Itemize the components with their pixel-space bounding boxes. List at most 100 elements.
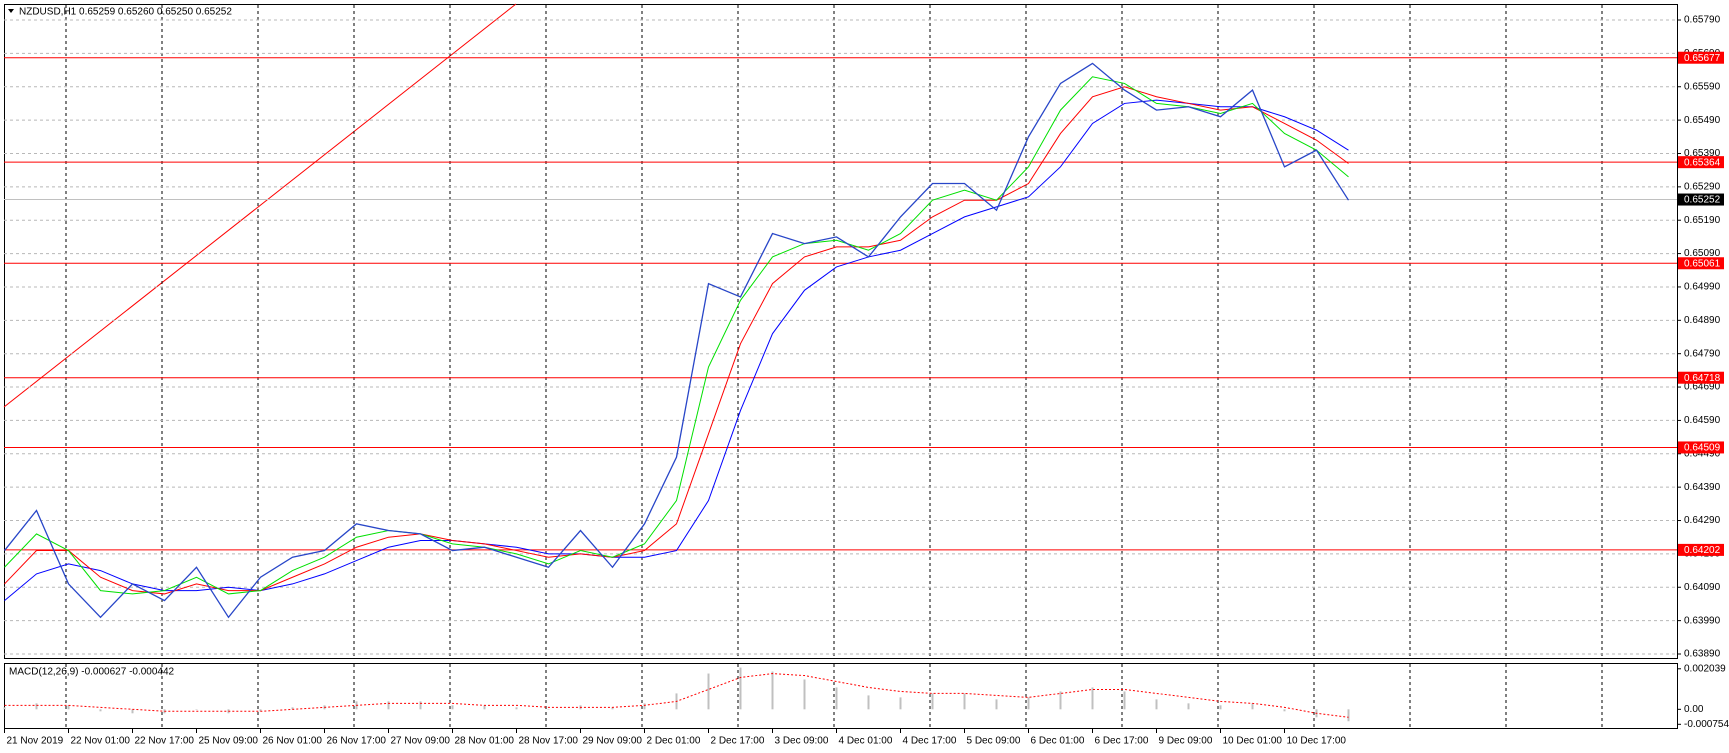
- x-tick-label: 25 Nov 09:00: [199, 736, 259, 747]
- y-tick-label: 0.65590: [1684, 81, 1721, 92]
- macd-bar: [739, 667, 742, 710]
- level-label: 0.65364: [1684, 157, 1721, 168]
- macd-bar: [131, 709, 134, 714]
- macd-bar: [419, 701, 422, 710]
- x-tick-label: 10 Dec 01:00: [1223, 736, 1283, 747]
- macd-bar: [195, 709, 198, 710]
- macd-bar: [1283, 709, 1286, 712]
- moving-average: [4, 86, 1349, 595]
- macd-bar: [707, 673, 710, 710]
- y-tick-label: 0.65790: [1684, 15, 1721, 26]
- level-label-box: [1678, 51, 1724, 64]
- y-tick-label: 0.64890: [1684, 315, 1721, 326]
- macd-frame: [4, 663, 1678, 729]
- macd-bar: [67, 705, 70, 710]
- y-tick-label: 0.65490: [1684, 115, 1721, 126]
- level-label: 0.65061: [1684, 258, 1721, 269]
- macd-bar: [387, 701, 390, 710]
- y-tick-label: 0.64290: [1684, 515, 1721, 526]
- chart-title: NZDUSD,H1 0.65259 0.65260 0.65250 0.6525…: [19, 7, 232, 18]
- macd-bar: [867, 695, 870, 710]
- x-tick-label: 28 Nov 01:00: [455, 736, 515, 747]
- macd-bar: [771, 671, 774, 710]
- x-tick-label: 22 Nov 01:00: [71, 736, 131, 747]
- menu-arrow: [8, 9, 14, 13]
- current-price-label: 0.65252: [1684, 195, 1721, 206]
- y-tick-label: 0.65090: [1684, 248, 1721, 259]
- x-tick-label: 21 Nov 2019: [7, 736, 64, 747]
- macd-bar: [1091, 687, 1094, 710]
- x-tick-label: 29 Nov 09:00: [583, 736, 643, 747]
- x-tick-label: 22 Nov 17:00: [135, 736, 195, 747]
- level-label-box: [1678, 543, 1724, 556]
- level-label: 0.64509: [1684, 443, 1721, 454]
- level-label: 0.64718: [1684, 373, 1721, 384]
- macd-bar: [963, 693, 966, 710]
- x-tick-label: 2 Dec 17:00: [711, 736, 765, 747]
- macd-bar: [259, 709, 262, 712]
- main-frame: [4, 4, 1678, 659]
- y-tick-label: 0.63990: [1684, 615, 1721, 626]
- level-label-box: [1678, 371, 1724, 384]
- macd-bar: [1187, 703, 1190, 710]
- x-tick-label: 5 Dec 09:00: [967, 736, 1021, 747]
- y-tick-label: -0.000754: [1684, 719, 1729, 730]
- macd-bar: [99, 709, 102, 712]
- macd-bar: [1155, 699, 1158, 710]
- x-tick-label: 6 Dec 17:00: [1095, 736, 1149, 747]
- y-tick-label: 0.64790: [1684, 348, 1721, 359]
- y-tick-label: 0.63890: [1684, 649, 1721, 660]
- y-tick-label: 0.64490: [1684, 448, 1721, 459]
- moving-average: [4, 99, 1349, 601]
- level-label: 0.64202: [1684, 545, 1721, 556]
- y-tick-label: 0.64590: [1684, 415, 1721, 426]
- x-tick-label: 6 Dec 01:00: [1031, 736, 1085, 747]
- level-label-box: [1678, 441, 1724, 454]
- y-tick-label: 0.65190: [1684, 215, 1721, 226]
- y-tick-label: 0.64090: [1684, 582, 1721, 593]
- macd-bar: [643, 703, 646, 710]
- macd-bar: [483, 705, 486, 710]
- level-label-box: [1678, 156, 1724, 169]
- y-tick-label: 0.64390: [1684, 482, 1721, 493]
- macd-bar: [899, 697, 902, 710]
- x-tick-label: 4 Dec 17:00: [903, 736, 957, 747]
- current-price-box: [1678, 193, 1724, 206]
- macd-bar: [1123, 691, 1126, 710]
- macd-bar: [1027, 697, 1030, 710]
- x-tick-label: 10 Dec 17:00: [1287, 736, 1347, 747]
- x-tick-label: 9 Dec 09:00: [1159, 736, 1213, 747]
- macd-bar: [1059, 691, 1062, 710]
- x-tick-label: 4 Dec 01:00: [839, 736, 893, 747]
- macd-bar: [931, 693, 934, 710]
- x-tick-label: 26 Nov 01:00: [263, 736, 323, 747]
- macd-bar: [451, 705, 454, 710]
- macd-bar: [1219, 705, 1222, 710]
- x-tick-label: 27 Nov 09:00: [391, 736, 451, 747]
- macd-bar: [515, 707, 518, 710]
- x-tick-label: 26 Nov 17:00: [327, 736, 387, 747]
- y-tick-label: 0.002039: [1684, 663, 1726, 674]
- y-tick-label: 0.65390: [1684, 148, 1721, 159]
- level-label: 0.65677: [1684, 53, 1721, 64]
- level-label-box: [1678, 257, 1724, 270]
- macd-bar: [35, 703, 38, 710]
- x-tick-label: 2 Dec 01:00: [647, 736, 701, 747]
- moving-average: [4, 76, 1349, 595]
- trend-line: [3, 3, 517, 408]
- macd-bar: [1347, 709, 1350, 722]
- macd-bar: [611, 707, 614, 710]
- macd-bar: [1251, 703, 1254, 710]
- macd-bar: [803, 679, 806, 710]
- x-tick-label: 28 Nov 17:00: [519, 736, 579, 747]
- signal-line: [4, 673, 1349, 718]
- y-tick-label: 0.65290: [1684, 181, 1721, 192]
- macd-bar: [995, 699, 998, 710]
- macd-bar: [3, 707, 6, 710]
- y-tick-label: 0.64690: [1684, 382, 1721, 393]
- y-tick-label: 0.64990: [1684, 282, 1721, 293]
- macd-bar: [291, 707, 294, 710]
- macd-bar: [835, 687, 838, 710]
